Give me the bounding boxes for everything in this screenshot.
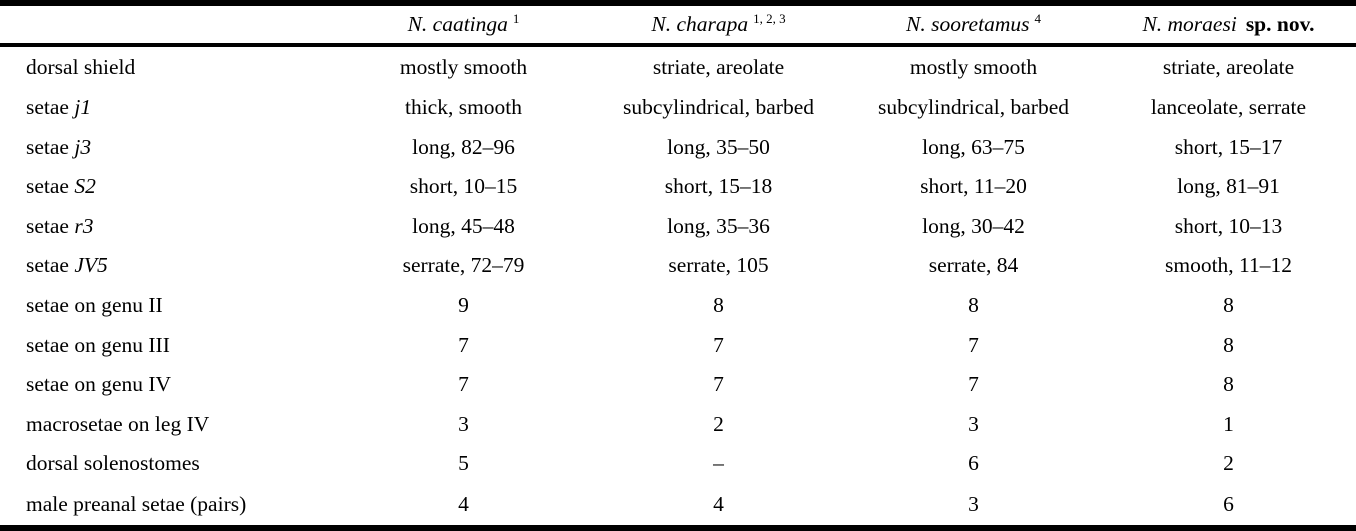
- table-cell: subcylindrical, barbed: [877, 95, 1070, 120]
- table-cell: 5: [458, 451, 469, 476]
- table-cell: 6: [1223, 491, 1234, 516]
- table-cell: 7: [713, 332, 724, 357]
- table-cell: 7: [968, 332, 979, 357]
- table-row-setae-j3: setae j3 long, 82–96 long, 35–50 long, 6…: [0, 127, 1356, 167]
- table-cell: short, 15–18: [664, 174, 773, 199]
- table-cell: mostly smooth: [909, 54, 1038, 79]
- table-row-dorsal-shield: dorsal shield mostly smooth striate, are…: [0, 45, 1356, 88]
- table-row-macrosetae-leg-iv: macrosetae on leg IV 3 2 3 1: [0, 404, 1356, 444]
- table-cell: mostly smooth: [399, 54, 528, 79]
- table-row-setae-jv5: setae JV5 serrate, 72–79 serrate, 105 se…: [0, 246, 1356, 286]
- table-cell: 8: [1223, 372, 1234, 397]
- table-cell: 8: [968, 292, 979, 317]
- table-cell: 7: [458, 372, 469, 397]
- table-row-setae-genu-ii: setae on genu II 9 8 8 8: [0, 286, 1356, 326]
- table-row-setae-genu-iii: setae on genu III 7 7 7 8: [0, 325, 1356, 365]
- row-label: dorsal solenostomes: [26, 451, 200, 476]
- table-cell: 3: [458, 411, 469, 436]
- table-cell: 8: [1223, 332, 1234, 357]
- table-row-male-preanal-setae: male preanal setae (pairs) 4 4 3 6: [0, 484, 1356, 528]
- species-name: N. caatinga: [407, 12, 508, 36]
- table-cell: 1: [1223, 411, 1234, 436]
- row-label: setae on genu III: [26, 332, 170, 357]
- row-label: setae S2: [26, 174, 96, 199]
- species-name: N. sooretamus: [906, 12, 1030, 36]
- table-cell: 2: [1223, 451, 1234, 476]
- table-cell: short, 10–13: [1174, 213, 1283, 238]
- table-cell: long, 35–36: [667, 213, 770, 238]
- row-label: dorsal shield: [26, 54, 136, 79]
- table-cell: serrate, 72–79: [402, 253, 525, 278]
- table-row-setae-genu-iv: setae on genu IV 7 7 7 8: [0, 365, 1356, 405]
- species-name: N. charapa: [651, 12, 749, 36]
- table-cell: 3: [968, 491, 979, 516]
- species-suffix: sp. nov.: [1245, 12, 1315, 36]
- header-species-moraesi: N. moraesi sp. nov.: [1101, 3, 1356, 45]
- table-cell: smooth, 11–12: [1164, 253, 1293, 278]
- table-body: dorsal shield mostly smooth striate, are…: [0, 45, 1356, 528]
- table-cell: 8: [1223, 292, 1234, 317]
- header-species-sooretamus: N. sooretamus 4: [846, 3, 1101, 45]
- table-cell: 4: [458, 491, 469, 516]
- footnote-ref: 4: [1034, 10, 1041, 26]
- table-cell: lanceolate, serrate: [1150, 95, 1307, 120]
- table-cell: short, 15–17: [1174, 134, 1283, 159]
- table-cell: 2: [713, 411, 724, 436]
- table-cell: long, 63–75: [922, 134, 1025, 159]
- header-species-charapa: N. charapa 1, 2, 3: [591, 3, 846, 45]
- table-cell: 4: [713, 491, 724, 516]
- table-cell: short, 10–15: [409, 174, 518, 199]
- table-header: N. caatinga 1 N. charapa 1, 2, 3 N. sooret…: [0, 3, 1356, 45]
- row-label: setae on genu II: [26, 292, 163, 317]
- row-label: setae j1: [26, 95, 92, 120]
- table-row-setae-s2: setae S2 short, 10–15 short, 15–18 short…: [0, 167, 1356, 207]
- table-cell: long, 30–42: [922, 213, 1025, 238]
- table-cell: 7: [713, 372, 724, 397]
- table-cell: long, 81–91: [1177, 174, 1280, 199]
- table-cell: –: [713, 451, 724, 476]
- table-cell: 7: [458, 332, 469, 357]
- table-row-setae-r3: setae r3 long, 45–48 long, 35–36 long, 3…: [0, 206, 1356, 246]
- table-cell: 9: [458, 292, 469, 317]
- table-cell: short, 11–20: [920, 174, 1027, 199]
- table-cell: serrate, 105: [668, 253, 769, 278]
- row-label: male preanal setae (pairs): [26, 491, 247, 516]
- table-cell: striate, areolate: [1162, 54, 1295, 79]
- species-name: N. moraesi: [1142, 12, 1237, 36]
- table-cell: 8: [713, 292, 724, 317]
- row-label: setae j3: [26, 134, 92, 159]
- header-row: N. caatinga 1 N. charapa 1, 2, 3 N. sooret…: [0, 3, 1356, 45]
- table-cell: long, 45–48: [412, 213, 515, 238]
- header-corner-cell: [0, 3, 336, 45]
- table-cell: thick, smooth: [404, 95, 523, 120]
- table-row-setae-j1: setae j1 thick, smooth subcylindrical, b…: [0, 88, 1356, 128]
- row-label: setae on genu IV: [26, 372, 172, 397]
- table-row-dorsal-solenostomes: dorsal solenostomes 5 – 6 2: [0, 444, 1356, 484]
- table-cell: 3: [968, 411, 979, 436]
- footnote-ref: 1: [512, 10, 520, 26]
- row-label: setae JV5: [26, 253, 108, 278]
- footnote-ref: 1, 2, 3: [753, 10, 786, 26]
- table-cell: 7: [968, 372, 979, 397]
- table-cell: 6: [968, 451, 979, 476]
- table-cell: subcylindrical, barbed: [622, 95, 815, 120]
- row-label: macrosetae on leg IV: [26, 411, 210, 436]
- table-cell: serrate, 84: [928, 253, 1019, 278]
- table-cell: striate, areolate: [652, 54, 785, 79]
- table-cell: long, 35–50: [667, 134, 770, 159]
- header-species-caatinga: N. caatinga 1: [336, 3, 591, 45]
- row-label: setae r3: [26, 213, 94, 238]
- table-cell: long, 82–96: [412, 134, 515, 159]
